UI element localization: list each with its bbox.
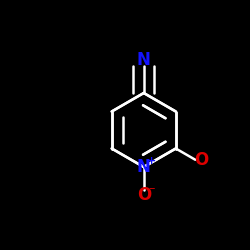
Text: ⁻: ⁻ (148, 185, 154, 198)
Text: N: N (137, 51, 151, 69)
Text: O: O (194, 151, 209, 169)
Text: O: O (136, 186, 151, 204)
Text: N: N (137, 158, 151, 176)
Text: +: + (146, 156, 156, 166)
